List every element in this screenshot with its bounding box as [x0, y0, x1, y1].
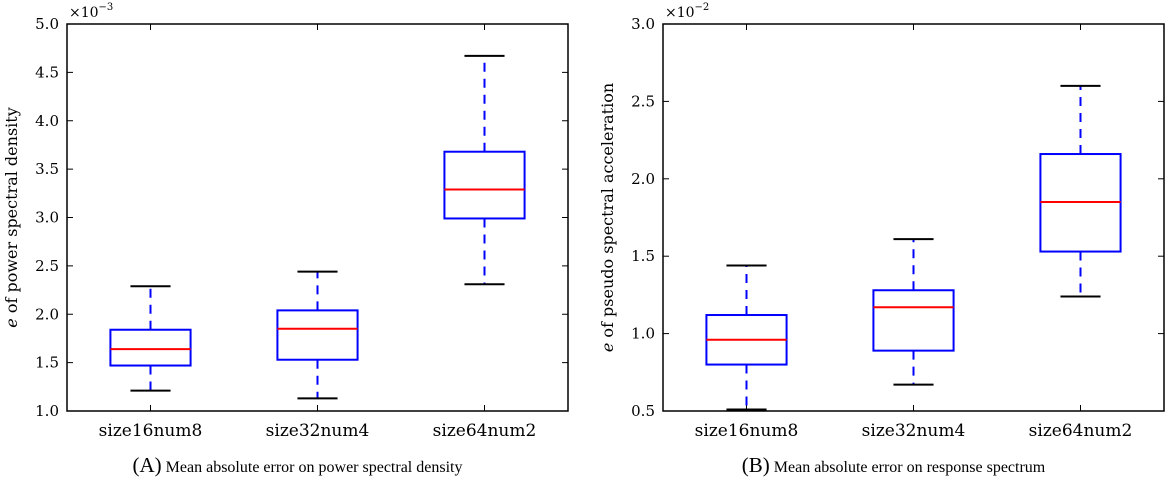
- y-tick-label: 2.5: [35, 257, 59, 275]
- axis-multiplier: ×10−3: [69, 2, 113, 21]
- y-tick-label: 4.5: [35, 63, 59, 81]
- iqr-box: [109, 328, 192, 367]
- chart-panel-a: 1.0 1.5 2.0 2.5 3.0 3.5 4.0 4.5 5.0 ×10−3 e of pow…: [2, 2, 569, 477]
- y-tick-label: 2.5: [631, 92, 655, 110]
- y-tick-label: 0.5: [631, 402, 655, 420]
- x-tick-label: size64num2: [1029, 421, 1133, 441]
- chart-panel-b: 0.5 1.0 1.5 2.0 2.5 3.0 ×10−2 e of pseudo spect…: [598, 2, 1165, 477]
- box-size32num4: size32num4: [266, 24, 370, 441]
- box-size16num8: size16num8: [695, 24, 799, 441]
- y-tick-label: 4.0: [35, 112, 59, 130]
- box-size32num4: size32num4: [862, 24, 966, 441]
- x-tick-label: size16num8: [695, 421, 799, 441]
- y-tick-label: 1.0: [35, 402, 59, 420]
- y-tick-label: 2.0: [35, 305, 59, 323]
- y-tick-label: 1.0: [631, 325, 655, 343]
- iqr-box: [443, 150, 526, 220]
- x-tick-label: size16num8: [99, 421, 203, 441]
- y-tick-label: 5.0: [35, 15, 59, 33]
- y-tick-label: 1.5: [631, 247, 655, 265]
- iqr-box: [276, 309, 359, 361]
- axis-multiplier: ×10−2: [665, 2, 709, 21]
- box-size64num2: size64num2: [1029, 24, 1133, 441]
- y-axis-label: e of pseudo spectral acceleration: [598, 83, 617, 352]
- iqr-box: [872, 289, 955, 352]
- figure-caption: (B) Mean absolute error on response spec…: [742, 453, 1046, 477]
- y-tick-label: 3.0: [631, 15, 655, 33]
- box-size64num2: size64num2: [433, 24, 537, 441]
- box-size16num8: size16num8: [99, 24, 203, 441]
- y-tick-label: 3.0: [35, 209, 59, 227]
- figure-caption: (A) Mean absolute error on power spectra…: [133, 453, 463, 477]
- y-tick-label: 2.0: [631, 170, 655, 188]
- x-tick-label: size32num4: [862, 421, 966, 441]
- y-axis-label: e of power spectral density: [2, 107, 21, 327]
- x-tick-label: size64num2: [433, 421, 537, 441]
- y-tick-label: 3.5: [35, 160, 59, 178]
- y-tick-label: 1.5: [35, 354, 59, 372]
- x-tick-label: size32num4: [266, 421, 370, 441]
